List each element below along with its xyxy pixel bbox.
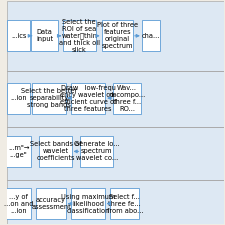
FancyBboxPatch shape: [101, 20, 133, 51]
FancyBboxPatch shape: [6, 136, 31, 167]
FancyBboxPatch shape: [39, 136, 72, 167]
Text: Select bands of
wavelet
coefficients: Select bands of wavelet coefficients: [29, 141, 81, 161]
FancyBboxPatch shape: [7, 180, 224, 224]
Text: cha...: cha...: [142, 33, 160, 39]
FancyBboxPatch shape: [71, 83, 105, 114]
Text: ...y of
...on and
...ion: ...y of ...on and ...ion: [4, 194, 33, 214]
FancyBboxPatch shape: [6, 188, 31, 219]
FancyBboxPatch shape: [7, 1, 224, 71]
Text: Select the better
separability
strong bands: Select the better separability strong ba…: [21, 88, 77, 108]
Text: Data
input: Data input: [36, 29, 53, 42]
Text: ...m"→
...ge": ...m"→ ...ge": [8, 145, 29, 158]
FancyBboxPatch shape: [7, 71, 224, 127]
FancyBboxPatch shape: [71, 188, 105, 219]
Text: Plot of three
features
original
spectrum: Plot of three features original spectrum: [97, 22, 138, 49]
FancyBboxPatch shape: [110, 188, 140, 219]
Text: Generate lo...
spectrum
wavelet co...: Generate lo... spectrum wavelet co...: [74, 141, 119, 161]
Text: ...ion: ...ion: [10, 95, 27, 101]
Text: Draw   low-frequ
ency wavelet co-
efficient curve of
three features: Draw low-frequ ency wavelet co- efficien…: [60, 85, 116, 112]
FancyBboxPatch shape: [80, 136, 113, 167]
FancyBboxPatch shape: [7, 127, 224, 180]
Text: Using maximum
likelihood
classification: Using maximum likelihood classification: [61, 194, 115, 214]
FancyBboxPatch shape: [32, 83, 66, 114]
Text: Select f...
three fe...
from abo...: Select f... three fe... from abo...: [107, 194, 143, 214]
Text: Wav...
decompo...
three f...
RO...: Wav... decompo... three f... RO...: [108, 85, 146, 112]
FancyBboxPatch shape: [113, 83, 141, 114]
FancyBboxPatch shape: [63, 20, 96, 51]
Text: Select the
ROI of sea
water、thin
and thick oil
slick: Select the ROI of sea water、thin and thi…: [59, 18, 100, 53]
FancyBboxPatch shape: [36, 188, 66, 219]
Text: accuracy
assessment: accuracy assessment: [31, 197, 71, 210]
FancyBboxPatch shape: [7, 20, 30, 51]
Text: ...ics: ...ics: [11, 33, 26, 39]
FancyBboxPatch shape: [142, 20, 160, 51]
FancyBboxPatch shape: [31, 20, 58, 51]
FancyBboxPatch shape: [7, 83, 30, 114]
